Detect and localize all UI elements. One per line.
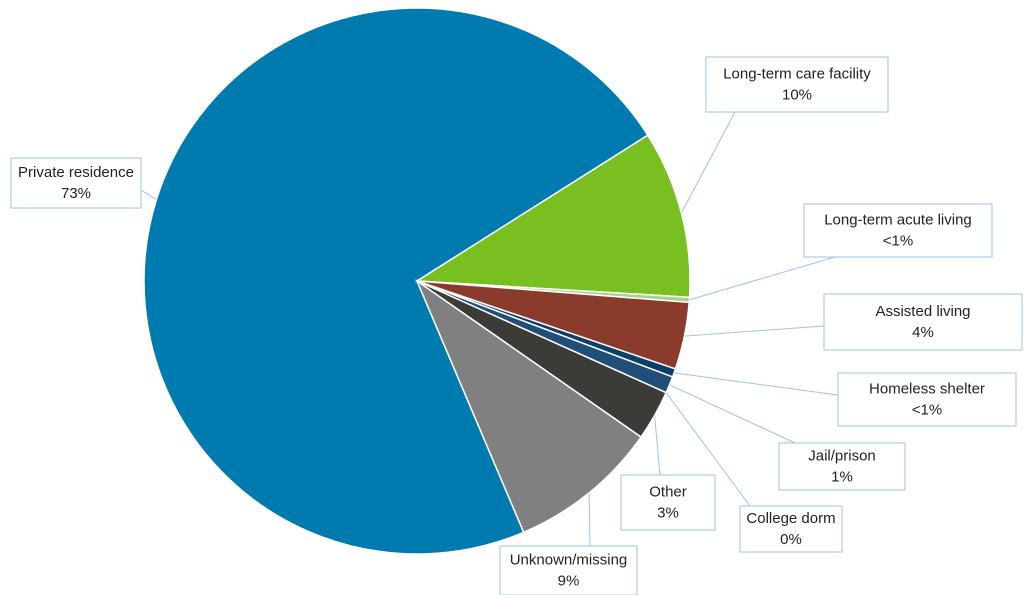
slice-value: 0% [780, 531, 802, 548]
label-box [823, 293, 1023, 351]
leader-line [140, 189, 157, 200]
label-box [803, 203, 993, 258]
slice-name: College dorm [746, 510, 835, 527]
leader-line [680, 111, 736, 214]
slice-name: Long-term care facility [723, 65, 871, 82]
slice-name: Other [649, 483, 687, 500]
label-box [837, 372, 1017, 427]
slice-name: Unknown/missing [510, 551, 628, 568]
leader-line [684, 325, 825, 337]
leaders [140, 111, 839, 547]
leader-line [673, 372, 839, 396]
label-box [739, 505, 843, 553]
label-box [499, 545, 638, 595]
slice-value: 10% [782, 86, 812, 103]
label-box [10, 157, 142, 209]
leader-line [654, 415, 661, 476]
pie-slice [143, 7, 649, 555]
slice-value: 1% [831, 468, 853, 485]
slices [143, 7, 691, 555]
label-box [778, 442, 906, 491]
pie-slice [415, 278, 643, 534]
leader-line [665, 392, 751, 507]
slice-value: 73% [61, 185, 91, 202]
slice-value: 9% [558, 572, 580, 589]
slice-value: <1% [912, 401, 942, 418]
slice-value: 3% [657, 504, 679, 521]
leader-line [588, 492, 591, 547]
label-box [705, 56, 889, 113]
slice-name: Long-term acute living [824, 211, 972, 228]
slice-value: <1% [883, 232, 913, 249]
pie-slice [414, 134, 691, 299]
leader-line [669, 384, 796, 444]
label-box [620, 474, 716, 531]
slice-name: Assisted living [875, 303, 970, 320]
labels: Private residence 73% Long-term care facil… [10, 56, 1023, 595]
slice-name: Jail/prison [808, 447, 876, 464]
slice-name: Private residence [18, 164, 134, 181]
slice-value: 4% [912, 324, 934, 341]
slice-name: Homeless shelter [869, 380, 985, 397]
leader-line [689, 256, 836, 301]
